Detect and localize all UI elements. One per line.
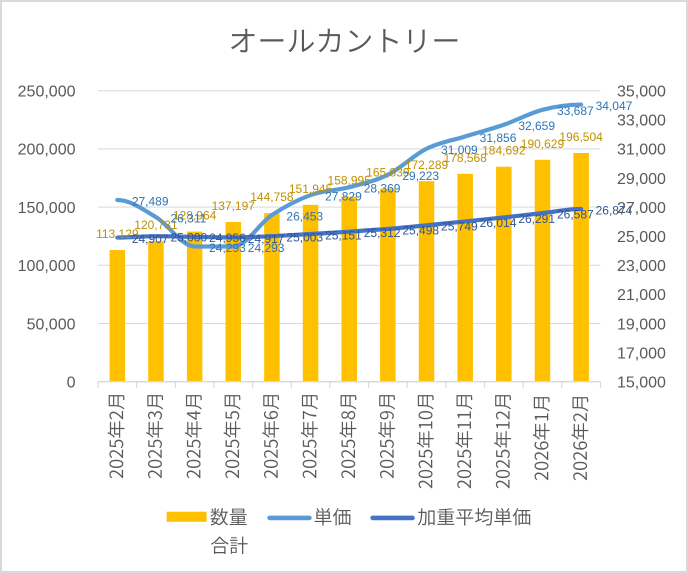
svg-text:24,293: 24,293 xyxy=(209,241,246,255)
svg-text:172,289: 172,289 xyxy=(405,158,449,172)
svg-text:24,293: 24,293 xyxy=(248,241,285,255)
svg-text:26,311: 26,311 xyxy=(170,211,206,225)
svg-text:26,291: 26,291 xyxy=(518,212,555,226)
svg-text:35,000: 35,000 xyxy=(617,84,666,101)
svg-text:24,917: 24,917 xyxy=(248,232,285,246)
svg-text:165,839: 165,839 xyxy=(366,166,410,180)
svg-text:33,000: 33,000 xyxy=(617,113,666,130)
svg-text:31,856: 31,856 xyxy=(480,131,517,145)
svg-text:25,151: 25,151 xyxy=(325,228,362,242)
svg-text:113,129: 113,129 xyxy=(96,227,139,241)
svg-text:25,003: 25,003 xyxy=(286,231,323,245)
svg-text:26,587: 26,587 xyxy=(557,207,594,221)
svg-text:0: 0 xyxy=(67,375,76,392)
svg-text:29,000: 29,000 xyxy=(617,171,666,188)
svg-text:24,907: 24,907 xyxy=(132,232,169,246)
svg-text:120,731: 120,731 xyxy=(134,218,178,232)
svg-text:34,047: 34,047 xyxy=(596,99,633,113)
svg-text:19,000: 19,000 xyxy=(617,316,666,333)
svg-text:26,874: 26,874 xyxy=(596,203,633,217)
svg-text:137,197: 137,197 xyxy=(212,199,256,213)
svg-text:32,659: 32,659 xyxy=(518,119,555,133)
svg-text:184,692: 184,692 xyxy=(482,144,526,158)
svg-text:27,000: 27,000 xyxy=(617,200,666,217)
svg-text:100,000: 100,000 xyxy=(18,258,76,275)
svg-text:26,453: 26,453 xyxy=(286,209,323,223)
svg-text:17,000: 17,000 xyxy=(617,345,666,362)
svg-text:21,000: 21,000 xyxy=(617,287,666,304)
svg-text:25,749: 25,749 xyxy=(441,220,478,234)
svg-text:25,000: 25,000 xyxy=(170,231,207,245)
svg-text:27,489: 27,489 xyxy=(132,194,169,208)
svg-text:151,945: 151,945 xyxy=(289,182,333,196)
svg-text:26,014: 26,014 xyxy=(480,216,517,230)
svg-text:200,000: 200,000 xyxy=(18,142,76,159)
svg-text:29,223: 29,223 xyxy=(402,169,439,183)
svg-text:31,000: 31,000 xyxy=(617,142,666,159)
svg-text:196,504: 196,504 xyxy=(559,130,603,144)
svg-text:24,956: 24,956 xyxy=(209,231,246,245)
svg-text:190,629: 190,629 xyxy=(521,137,565,151)
svg-text:144,758: 144,758 xyxy=(250,190,294,204)
svg-text:31,009: 31,009 xyxy=(441,143,478,157)
svg-text:33,687: 33,687 xyxy=(557,104,594,118)
svg-text:15,000: 15,000 xyxy=(617,375,666,392)
svg-text:250,000: 250,000 xyxy=(18,84,76,101)
svg-text:28,369: 28,369 xyxy=(364,182,401,196)
svg-text:158,995: 158,995 xyxy=(328,174,372,188)
svg-text:25,498: 25,498 xyxy=(402,223,439,237)
svg-text:128,964: 128,964 xyxy=(173,209,217,223)
svg-text:150,000: 150,000 xyxy=(18,200,76,217)
svg-text:25,312: 25,312 xyxy=(364,226,401,240)
svg-text:178,568: 178,568 xyxy=(443,151,487,165)
svg-text:23,000: 23,000 xyxy=(617,258,666,275)
svg-text:25,000: 25,000 xyxy=(617,229,666,246)
svg-text:27,829: 27,829 xyxy=(325,189,362,203)
svg-text:50,000: 50,000 xyxy=(27,316,76,333)
